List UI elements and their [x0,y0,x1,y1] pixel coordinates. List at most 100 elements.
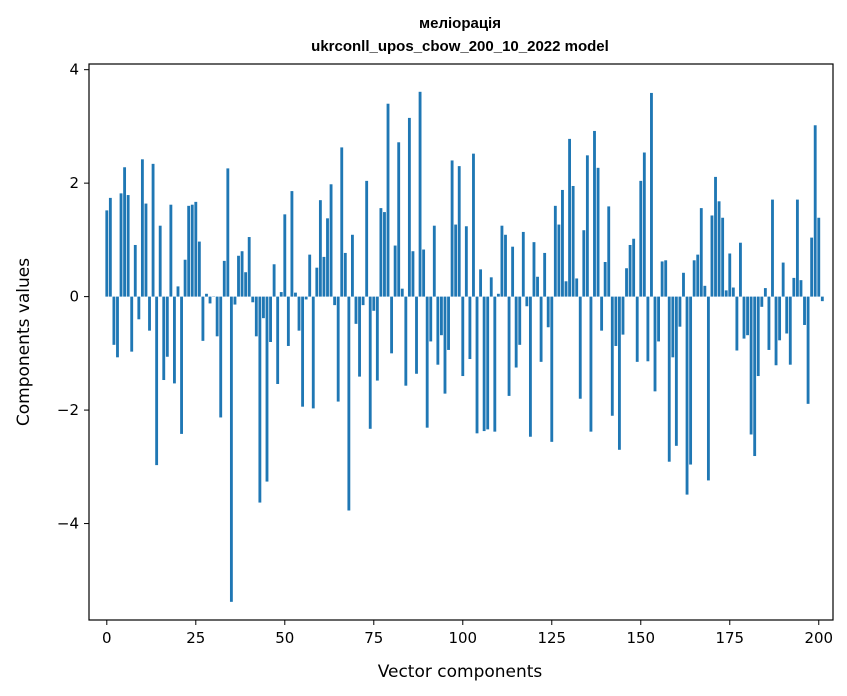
bar-6 [126,195,130,297]
bar-194 [795,199,799,297]
bar-111 [500,225,504,297]
bar-164 [689,296,693,465]
x-tick-label: 25 [186,629,205,647]
bar-21 [180,296,183,434]
x-tick-label: 175 [715,629,744,647]
bar-181 [749,296,753,435]
bar-142 [610,296,614,416]
bar-96 [447,296,450,350]
bar-199 [813,125,817,297]
bar-153 [650,92,653,297]
bar-122 [539,296,543,362]
bar-5 [123,167,127,297]
bar-110 [496,293,500,297]
bar-165 [692,260,696,297]
bar-46 [269,296,272,342]
bar-70 [354,296,358,324]
y-tick-label: −2 [57,401,79,419]
bar-13 [151,163,155,297]
bar-103 [472,153,475,297]
bar-54 [297,296,301,331]
bar-12 [148,296,151,331]
bar-2 [112,296,116,345]
bar-75 [372,296,376,311]
bar-85 [407,117,411,297]
bar-62 [326,218,329,297]
bar-1 [108,197,112,297]
bar-161 [678,296,682,327]
bar-167 [699,208,703,297]
bar-150 [639,180,643,297]
bar-36 [233,296,237,305]
bar-66 [340,147,344,297]
bar-131 [571,185,575,297]
bar-193 [792,277,796,297]
bar-25 [194,201,198,297]
x-axis-label: Vector components [378,662,543,682]
bar-191 [785,296,789,334]
bar-58 [311,296,315,409]
bar-127 [557,224,561,297]
bar-168 [703,285,707,297]
bar-20 [176,286,180,297]
bar-146 [625,268,628,297]
bar-37 [237,255,240,297]
bar-57 [308,254,312,297]
x-tick-label: 100 [448,629,477,647]
bar-89 [422,249,426,297]
bar-16 [162,296,166,381]
bar-79 [386,103,390,297]
bar-134 [582,230,586,297]
bar-198 [810,237,814,297]
bar-14 [155,296,159,466]
y-axis-label: Components values [14,258,34,426]
bar-169 [706,296,710,481]
bar-83 [400,288,404,297]
bar-106 [482,296,486,432]
bar-101 [464,226,468,297]
bar-86 [411,251,415,297]
bar-35 [229,296,233,602]
bar-18 [169,204,173,297]
bar-95 [443,296,447,394]
bar-166 [696,254,700,297]
bar-174 [724,290,728,297]
bar-44 [262,296,265,319]
bar-128 [561,189,564,297]
bar-9 [137,296,141,320]
bar-109 [493,296,497,432]
bar-60 [318,200,322,297]
bar-200 [817,217,821,297]
bar-42 [254,296,258,337]
bar-144 [617,296,621,450]
chart-subtitle: ukrconll_upos_cbow_200_10_2022 model [311,38,609,55]
bar-107 [486,296,490,430]
bar-121 [536,276,539,297]
bar-143 [614,296,618,346]
bar-119 [528,296,532,437]
bar-123 [543,252,547,297]
bar-39 [244,272,248,297]
bar-170 [710,215,714,297]
x-tick-label: 125 [537,629,566,647]
bar-98 [454,224,458,297]
bar-163 [685,296,689,495]
bar-177 [735,296,739,351]
bar-196 [803,296,806,325]
bar-10 [140,159,144,297]
bar-158 [667,296,671,462]
bar-32 [219,296,223,418]
bar-7 [130,296,134,352]
bar-56 [304,296,308,300]
bar-90 [425,296,429,428]
bar-201 [820,296,824,302]
bar-82 [397,142,401,297]
bar-48 [276,296,280,384]
bar-92 [432,225,436,297]
bar-43 [258,296,262,503]
x-tick-label: 50 [275,629,294,647]
bar-133 [578,296,582,399]
bar-64 [333,296,337,306]
bar-124 [546,296,550,328]
bar-11 [144,203,148,297]
